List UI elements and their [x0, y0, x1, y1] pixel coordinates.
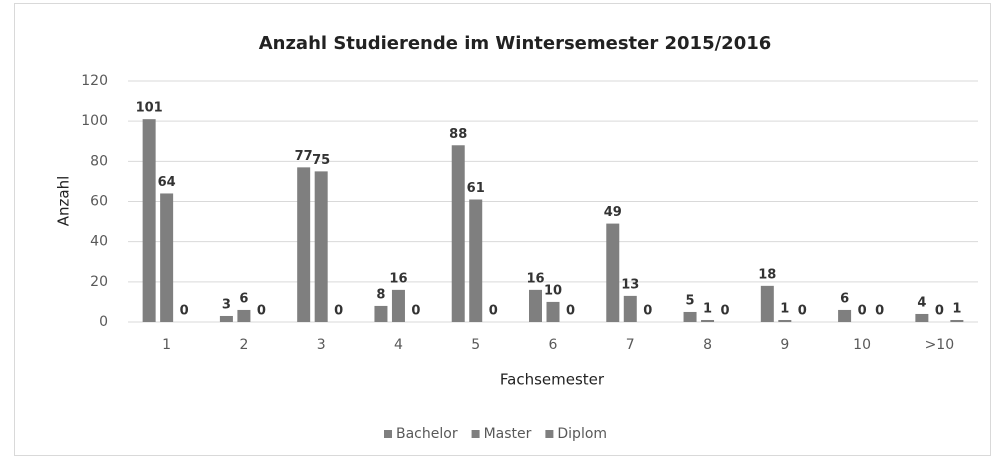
- x-tick-label: >10: [925, 337, 955, 353]
- bar: [314, 171, 328, 322]
- bar: [950, 319, 964, 322]
- x-axis-title: Fachsemester: [500, 371, 605, 389]
- bar: [469, 199, 483, 322]
- data-label: 88: [449, 127, 467, 142]
- bar: [915, 313, 929, 322]
- data-label: 5: [686, 293, 695, 308]
- x-tick-label: 4: [394, 337, 403, 353]
- data-label: 10: [544, 283, 562, 298]
- data-label: 75: [312, 153, 330, 168]
- bar: [219, 315, 233, 322]
- data-label: 1: [952, 301, 961, 316]
- data-label: 1: [703, 301, 712, 316]
- bar: [838, 309, 852, 322]
- data-label: 101: [136, 101, 163, 116]
- data-label: 77: [295, 149, 313, 164]
- data-label: 6: [840, 291, 849, 306]
- data-label: 0: [858, 304, 867, 319]
- data-label: 0: [721, 304, 730, 319]
- bar: [142, 119, 156, 323]
- data-label: 3: [222, 297, 231, 312]
- data-label: 0: [935, 304, 944, 319]
- chart-title: Anzahl Studierende im Wintersemester 201…: [259, 33, 772, 54]
- y-tick-label: 100: [81, 113, 108, 129]
- data-label: 4: [917, 295, 926, 310]
- data-label: 0: [334, 304, 343, 319]
- data-label: 0: [257, 304, 266, 319]
- x-tick-label: 1: [162, 337, 171, 353]
- data-label: 0: [180, 304, 189, 319]
- bar: [160, 193, 174, 322]
- y-tick-label: 80: [90, 153, 108, 169]
- y-axis-title: Anzahl: [55, 176, 73, 227]
- data-label: 0: [875, 304, 884, 319]
- data-label: 16: [526, 271, 544, 286]
- legend-swatch: [471, 430, 480, 438]
- data-label: 0: [798, 304, 807, 319]
- data-label: 6: [239, 291, 248, 306]
- bar: [451, 145, 465, 322]
- bar: [683, 311, 697, 322]
- x-tick-label: 9: [780, 337, 789, 353]
- x-tick-label: 10: [853, 337, 871, 353]
- y-tick-label: 20: [90, 274, 108, 290]
- bar: [778, 319, 792, 322]
- bar: [297, 167, 311, 322]
- y-tick-label: 120: [81, 73, 108, 89]
- bar: [606, 223, 620, 322]
- y-tick-label: 0: [99, 314, 108, 330]
- legend-swatch: [545, 430, 554, 438]
- chart-frame: [14, 3, 991, 456]
- bar: [546, 301, 560, 322]
- data-label: 0: [566, 304, 575, 319]
- legend-swatch: [384, 430, 392, 438]
- legend-label: Master: [484, 426, 532, 442]
- bar: [237, 309, 251, 322]
- legend-label: Diplom: [557, 426, 607, 442]
- x-tick-label: 8: [703, 337, 712, 353]
- data-label: 1: [780, 301, 789, 316]
- data-label: 8: [376, 287, 385, 302]
- data-label: 61: [467, 181, 485, 196]
- bar: [760, 285, 774, 322]
- data-label: 0: [643, 304, 652, 319]
- x-tick-label: 3: [317, 337, 326, 353]
- data-label: 13: [621, 277, 639, 292]
- x-tick-label: 7: [626, 337, 635, 353]
- y-tick-label: 60: [90, 194, 108, 210]
- bar: [701, 319, 715, 322]
- data-label: 16: [389, 271, 407, 286]
- y-tick-label: 40: [90, 234, 108, 250]
- x-tick-label: 5: [471, 337, 480, 353]
- bar: [529, 289, 542, 322]
- legend-label: Bachelor: [396, 426, 458, 442]
- bar: [623, 295, 637, 322]
- data-label: 18: [758, 267, 776, 282]
- x-tick-label: 2: [239, 337, 248, 353]
- data-label: 49: [604, 205, 622, 220]
- data-label: 64: [158, 175, 176, 190]
- bar: [391, 289, 405, 322]
- data-label: 0: [489, 304, 498, 319]
- bar: [374, 305, 388, 322]
- x-tick-label: 6: [549, 337, 558, 353]
- data-label: 0: [411, 304, 420, 319]
